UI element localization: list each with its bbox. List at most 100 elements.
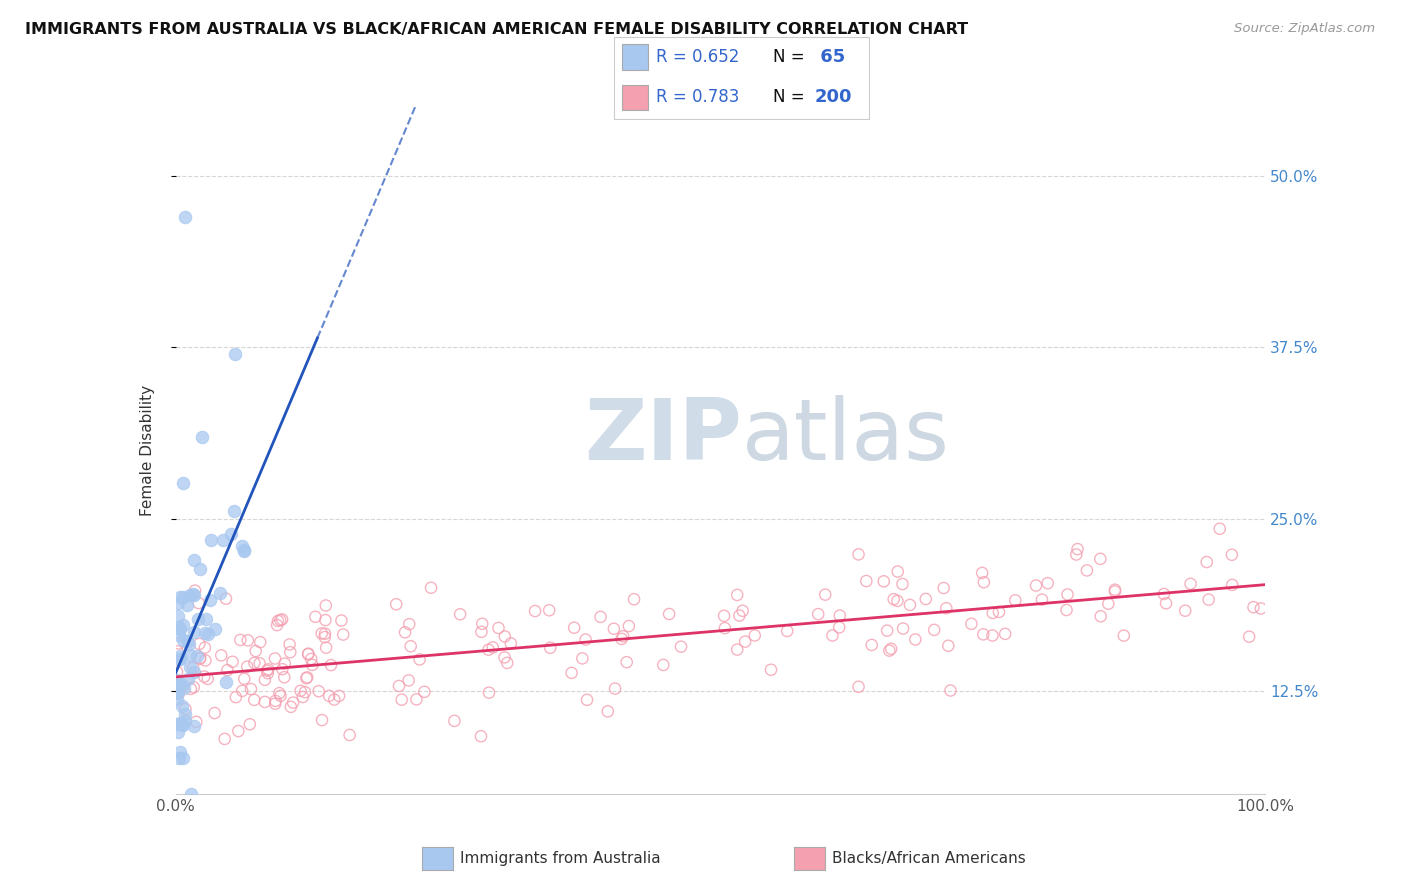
Point xyxy=(188,562,211,576)
Point xyxy=(449,607,471,622)
Point xyxy=(190,430,212,444)
Point xyxy=(180,681,202,696)
Point xyxy=(470,624,492,639)
Point xyxy=(981,628,1004,642)
Point xyxy=(167,628,190,642)
Point xyxy=(904,632,927,647)
Point xyxy=(443,714,465,728)
Point xyxy=(166,684,188,698)
Point xyxy=(200,533,222,547)
Point xyxy=(828,608,851,623)
Point xyxy=(274,657,297,671)
Point xyxy=(173,681,195,695)
Point xyxy=(388,679,411,693)
Point xyxy=(281,696,304,710)
Point xyxy=(589,610,612,624)
Text: 200: 200 xyxy=(814,87,852,105)
Point xyxy=(183,665,205,679)
Point xyxy=(301,657,323,672)
Point xyxy=(297,647,319,661)
Point xyxy=(408,652,430,666)
Point xyxy=(391,692,413,706)
Point xyxy=(886,594,908,608)
Point xyxy=(225,690,247,705)
Point xyxy=(728,608,751,623)
Point xyxy=(332,627,354,641)
Point xyxy=(725,642,748,657)
Point xyxy=(179,588,201,602)
Point xyxy=(271,662,294,676)
Point xyxy=(222,504,245,518)
Point xyxy=(315,640,337,655)
Point xyxy=(257,662,280,676)
Point xyxy=(236,633,259,648)
Point xyxy=(394,625,416,640)
Point xyxy=(179,660,201,674)
Point xyxy=(1066,548,1088,562)
Point xyxy=(499,636,522,650)
Text: ZIP: ZIP xyxy=(585,395,742,478)
Point xyxy=(233,543,256,558)
Point xyxy=(887,565,910,579)
Point xyxy=(972,566,994,580)
Point xyxy=(1237,630,1260,644)
Point xyxy=(269,613,291,627)
Point xyxy=(936,639,959,653)
Point xyxy=(170,717,193,731)
Text: R = 0.652: R = 0.652 xyxy=(655,48,740,66)
Point xyxy=(734,634,756,648)
Point xyxy=(228,724,250,739)
Point xyxy=(280,699,302,714)
Point xyxy=(1031,592,1053,607)
Point xyxy=(935,601,957,615)
Point xyxy=(188,652,211,666)
Point xyxy=(166,724,188,739)
Point xyxy=(169,651,191,665)
Point xyxy=(295,670,318,684)
Point xyxy=(399,639,422,653)
Point xyxy=(776,624,799,638)
Point xyxy=(211,533,233,548)
Point xyxy=(731,604,754,618)
Point xyxy=(221,655,243,669)
Point xyxy=(169,677,191,691)
Point xyxy=(1250,601,1272,615)
Point xyxy=(166,717,188,731)
Point xyxy=(1056,587,1078,601)
Point xyxy=(1195,555,1218,569)
Point xyxy=(623,592,645,607)
Point xyxy=(855,574,877,588)
Point xyxy=(269,686,291,700)
Point xyxy=(311,713,333,727)
Point xyxy=(180,787,202,801)
Point xyxy=(314,630,336,644)
Point xyxy=(821,628,844,642)
Point xyxy=(571,651,593,665)
Point xyxy=(186,648,208,663)
Point xyxy=(253,695,276,709)
Point xyxy=(208,586,231,600)
Point xyxy=(939,683,962,698)
Point xyxy=(1174,604,1197,618)
Point xyxy=(477,642,499,657)
Point xyxy=(994,627,1017,641)
Point xyxy=(174,702,197,716)
Point xyxy=(174,210,197,224)
Point xyxy=(290,683,312,698)
Point xyxy=(253,673,276,687)
Text: Source: ZipAtlas.com: Source: ZipAtlas.com xyxy=(1234,22,1375,36)
Text: atlas: atlas xyxy=(742,395,950,478)
Point xyxy=(318,689,340,703)
Point xyxy=(167,686,190,700)
FancyBboxPatch shape xyxy=(621,45,648,70)
Point xyxy=(229,632,252,647)
Point xyxy=(170,678,193,692)
Point xyxy=(172,618,194,632)
Point xyxy=(204,706,226,720)
Point xyxy=(319,658,342,673)
Point xyxy=(932,581,955,595)
Point xyxy=(538,603,561,617)
Point xyxy=(214,731,236,746)
Point xyxy=(193,669,215,683)
Point xyxy=(848,680,870,694)
